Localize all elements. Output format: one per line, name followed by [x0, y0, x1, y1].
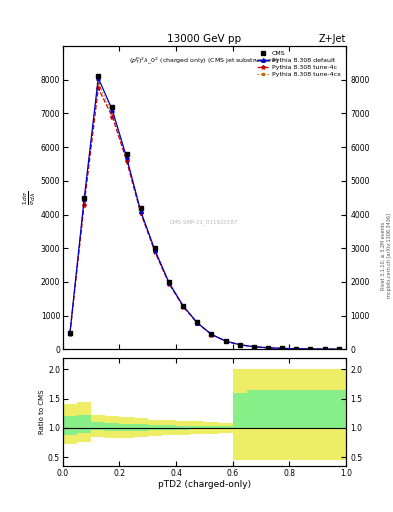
CMS [308, 346, 313, 352]
Line: Pythia 8.308 default: Pythia 8.308 default [68, 76, 340, 351]
Pythia 8.308 default [68, 330, 72, 336]
Pythia 8.308 tune-4cx [209, 331, 214, 337]
Text: mcplots.cern.ch [arXiv:1306.3436]: mcplots.cern.ch [arXiv:1306.3436] [387, 214, 391, 298]
Pythia 8.308 tune-4cx [336, 346, 341, 352]
Pythia 8.308 default [82, 196, 86, 202]
CMS [322, 346, 327, 352]
CMS [209, 331, 214, 337]
Pythia 8.308 tune-4cx [124, 156, 129, 162]
Pythia 8.308 tune-4cx [266, 345, 270, 351]
Pythia 8.308 default [138, 208, 143, 215]
Pythia 8.308 tune-4c [167, 281, 171, 287]
Pythia 8.308 default [195, 319, 200, 326]
Pythia 8.308 tune-4c [336, 346, 341, 352]
Text: Z+Jet: Z+Jet [318, 33, 346, 44]
Pythia 8.308 tune-4c [322, 346, 327, 352]
Pythia 8.308 default [181, 303, 185, 309]
Pythia 8.308 default [252, 344, 256, 350]
Pythia 8.308 default [96, 75, 101, 81]
Line: Pythia 8.308 tune-4c: Pythia 8.308 tune-4c [68, 86, 341, 351]
Pythia 8.308 default [237, 342, 242, 348]
Pythia 8.308 default [336, 346, 341, 352]
Pythia 8.308 tune-4c [237, 342, 242, 348]
Pythia 8.308 tune-4cx [68, 330, 72, 336]
CMS [280, 345, 285, 351]
Pythia 8.308 tune-4cx [96, 80, 101, 86]
CMS [195, 319, 200, 326]
CMS [252, 344, 256, 350]
Pythia 8.308 tune-4c [124, 158, 129, 164]
Pythia 8.308 tune-4c [266, 345, 270, 351]
Legend: CMS, Pythia 8.308 default, Pythia 8.308 tune-4c, Pythia 8.308 tune-4cx: CMS, Pythia 8.308 default, Pythia 8.308 … [255, 49, 343, 79]
Pythia 8.308 default [167, 280, 171, 286]
CMS [223, 338, 228, 344]
Pythia 8.308 default [322, 346, 327, 352]
Pythia 8.308 tune-4cx [237, 342, 242, 348]
CMS [181, 303, 185, 309]
Pythia 8.308 tune-4c [152, 248, 157, 254]
CMS [82, 195, 86, 201]
Pythia 8.308 tune-4c [138, 210, 143, 216]
Line: CMS: CMS [68, 74, 341, 351]
Pythia 8.308 tune-4cx [308, 346, 313, 352]
Pythia 8.308 tune-4c [280, 346, 285, 352]
Pythia 8.308 tune-4c [110, 114, 115, 120]
Pythia 8.308 tune-4cx [195, 320, 200, 326]
Pythia 8.308 default [223, 338, 228, 344]
Pythia 8.308 tune-4cx [82, 199, 86, 205]
Pythia 8.308 tune-4c [308, 346, 313, 352]
Pythia 8.308 tune-4c [195, 320, 200, 326]
Pythia 8.308 tune-4cx [152, 248, 157, 254]
CMS [152, 245, 157, 251]
Pythia 8.308 default [110, 107, 115, 113]
Text: Rivet 3.1.10, ≥ 3.2M events: Rivet 3.1.10, ≥ 3.2M events [381, 222, 386, 290]
Text: CMS-SMP-21_011920187: CMS-SMP-21_011920187 [170, 219, 239, 225]
Pythia 8.308 tune-4cx [252, 344, 256, 350]
Pythia 8.308 tune-4cx [294, 346, 299, 352]
CMS [110, 103, 115, 110]
CMS [68, 329, 72, 335]
Pythia 8.308 tune-4cx [223, 338, 228, 344]
Pythia 8.308 tune-4cx [181, 303, 185, 309]
Pythia 8.308 default [294, 346, 299, 352]
Pythia 8.308 default [124, 154, 129, 160]
Pythia 8.308 tune-4cx [138, 209, 143, 215]
CMS [124, 151, 129, 157]
Pythia 8.308 default [209, 331, 214, 337]
Pythia 8.308 tune-4c [223, 338, 228, 344]
Y-axis label: Ratio to CMS: Ratio to CMS [39, 390, 45, 434]
Pythia 8.308 tune-4c [68, 330, 72, 336]
CMS [237, 342, 242, 348]
Pythia 8.308 default [266, 345, 270, 351]
Pythia 8.308 tune-4cx [110, 111, 115, 117]
Pythia 8.308 tune-4c [209, 331, 214, 337]
X-axis label: pTD2 (charged-only): pTD2 (charged-only) [158, 480, 251, 489]
Pythia 8.308 tune-4cx [167, 280, 171, 286]
Pythia 8.308 tune-4cx [280, 346, 285, 352]
Pythia 8.308 tune-4c [82, 202, 86, 208]
Pythia 8.308 default [152, 247, 157, 253]
Pythia 8.308 default [280, 345, 285, 351]
Pythia 8.308 default [308, 346, 313, 352]
CMS [294, 346, 299, 352]
Pythia 8.308 tune-4c [96, 85, 101, 91]
Y-axis label: $\frac{1}{\sigma}\frac{d\sigma}{d\lambda}$: $\frac{1}{\sigma}\frac{d\sigma}{d\lambda… [22, 190, 38, 205]
CMS [336, 346, 341, 352]
Pythia 8.308 tune-4cx [322, 346, 327, 352]
CMS [266, 345, 270, 351]
Pythia 8.308 tune-4c [294, 346, 299, 352]
CMS [138, 205, 143, 211]
CMS [167, 279, 171, 285]
CMS [96, 73, 101, 79]
Text: $(p_T^P)^2\lambda\_0^2$ (charged only) (CMS jet substructure): $(p_T^P)^2\lambda\_0^2$ (charged only) (… [129, 55, 279, 66]
Line: Pythia 8.308 tune-4cx: Pythia 8.308 tune-4cx [68, 82, 340, 351]
Pythia 8.308 tune-4c [252, 344, 256, 350]
Text: 13000 GeV pp: 13000 GeV pp [167, 33, 241, 44]
Pythia 8.308 tune-4c [181, 304, 185, 310]
